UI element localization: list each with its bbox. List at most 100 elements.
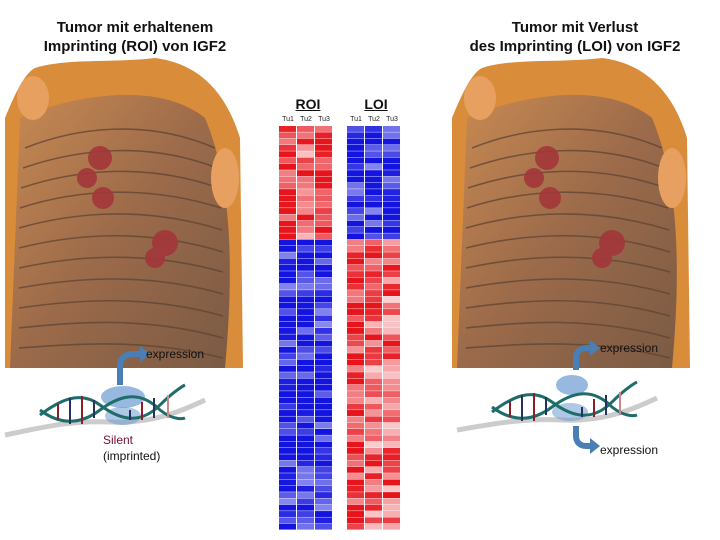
loi-heatmap-cell: [347, 290, 364, 297]
roi-heatmap-cell: [279, 466, 296, 473]
loi-heatmap-cell: [383, 517, 400, 524]
roi-heatmap-cell: [279, 195, 296, 202]
loi-heatmap-cell: [365, 359, 382, 366]
roi-heatmap-cell: [315, 170, 332, 177]
roi-heatmap-cell: [297, 227, 314, 233]
roi-heatmap-cell: [279, 511, 296, 517]
roi-heatmap-cell: [279, 498, 296, 505]
roi-heatmap-cell: [279, 245, 296, 252]
loi-heatmap-cell: [365, 214, 382, 221]
loi-heatmap-cell: [347, 132, 364, 139]
loi-heatmap-cell: [347, 271, 364, 278]
loi-heatmap: [347, 126, 400, 530]
loi-heatmap-cell: [365, 239, 382, 246]
roi-heatmap-cell: [297, 460, 314, 467]
loi-heatmap-cell: [347, 126, 364, 132]
roi-heatmap-cell: [315, 227, 332, 233]
roi-heatmap-cell: [315, 271, 332, 278]
loi-heatmap-cell: [347, 372, 364, 379]
roi-heatmap-cell: [279, 365, 296, 372]
loi-heatmap-cell: [365, 245, 382, 252]
loi-heatmap-cell: [383, 397, 400, 404]
loi-heatmap-cell: [347, 176, 364, 183]
roi-heatmap-cell: [315, 397, 332, 404]
roi-heatmap-cell: [297, 365, 314, 372]
roi-col-label-tu2: Tu2: [300, 116, 312, 123]
loi-heatmap-cell: [383, 290, 400, 297]
loi-heatmap-cell: [365, 283, 382, 290]
roi-heatmap-cell: [297, 466, 314, 473]
roi-heatmap-cell: [315, 328, 332, 334]
roi-heatmap-cell: [315, 157, 332, 164]
roi-heatmap-cell: [279, 277, 296, 284]
right-expression-up-arrow-icon: [573, 345, 590, 370]
roi-heatmap-cell: [297, 454, 314, 461]
roi-heatmap-cell: [279, 359, 296, 366]
loi-heatmap-cell: [347, 460, 364, 467]
roi-heatmap-cell: [315, 441, 332, 448]
loi-heatmap-cell: [383, 403, 400, 410]
roi-heatmap-cell: [297, 296, 314, 303]
loi-heatmap-cell: [365, 504, 382, 511]
roi-heatmap-cell: [279, 460, 296, 467]
loi-heatmap-cell: [365, 410, 382, 416]
roi-heatmap-cell: [297, 182, 314, 189]
roi-heatmap-cell: [297, 144, 314, 151]
roi-heatmap-cell: [315, 195, 332, 202]
roi-heatmap-cell: [315, 214, 332, 221]
loi-heatmap-cell: [365, 220, 382, 227]
roi-heatmap-cell: [279, 328, 296, 334]
roi-heatmap-cell: [297, 492, 314, 499]
roi-heatmap-cell: [279, 517, 296, 524]
roi-heatmap-cell: [297, 372, 314, 379]
roi-heatmap-cell: [315, 233, 332, 240]
loi-heatmap-cell: [365, 353, 382, 360]
roi-heatmap-cell: [279, 346, 296, 353]
roi-heatmap-cell: [279, 485, 296, 492]
roi-heatmap-cell: [297, 485, 314, 492]
loi-heatmap-cell: [365, 126, 382, 132]
roi-heatmap-cell: [297, 189, 314, 196]
loi-heatmap-cell: [383, 340, 400, 347]
loi-heatmap-cell: [347, 517, 364, 524]
right-expression-top-label: expression: [600, 341, 659, 355]
roi-heatmap-cell: [279, 321, 296, 328]
loi-heatmap-cell: [383, 378, 400, 385]
loi-heatmap-cell: [383, 176, 400, 183]
roi-heatmap-cell: [315, 283, 332, 290]
roi-heatmap-cell: [279, 384, 296, 391]
roi-heatmap-cell: [315, 447, 332, 454]
roi-heatmap-cell: [315, 479, 332, 486]
roi-heatmap-cell: [315, 492, 332, 499]
loi-heatmap-cell: [347, 523, 364, 530]
roi-heatmap-cell: [279, 353, 296, 360]
loi-heatmap-cell: [383, 157, 400, 164]
left-title-line1: Tumor mit erhaltenem: [56, 19, 214, 36]
roi-heatmap-cell: [297, 473, 314, 480]
loi-heatmap-cell: [365, 208, 382, 214]
loi-heatmap-cell: [383, 283, 400, 290]
roi-heatmap-cell: [279, 144, 296, 151]
loi-heatmap-cell: [347, 435, 364, 442]
roi-heatmap-cell: [315, 189, 332, 196]
loi-heatmap-cell: [383, 511, 400, 517]
roi-heatmap-cell: [297, 391, 314, 398]
loi-heatmap-cell: [365, 195, 382, 202]
loi-heatmap-cell: [347, 283, 364, 290]
roi-heatmap-cell: [297, 447, 314, 454]
loi-heatmap-cell: [347, 328, 364, 334]
loi-heatmap-cell: [347, 245, 364, 252]
loi-heatmap-cell: [365, 302, 382, 309]
roi-heatmap-cell: [297, 264, 314, 271]
roi-heatmap-cell: [279, 315, 296, 322]
roi-heatmap-cell: [297, 511, 314, 517]
roi-heatmap-cell: [279, 479, 296, 486]
loi-heatmap-cell: [383, 365, 400, 372]
roi-heatmap-cell: [315, 302, 332, 309]
roi-heatmap-cell: [279, 138, 296, 145]
loi-heatmap-cell: [383, 479, 400, 486]
loi-heatmap-cell: [365, 422, 382, 429]
roi-heatmap-cell: [315, 258, 332, 265]
roi-heatmap-cell: [315, 309, 332, 315]
roi-heatmap-cell: [315, 504, 332, 511]
